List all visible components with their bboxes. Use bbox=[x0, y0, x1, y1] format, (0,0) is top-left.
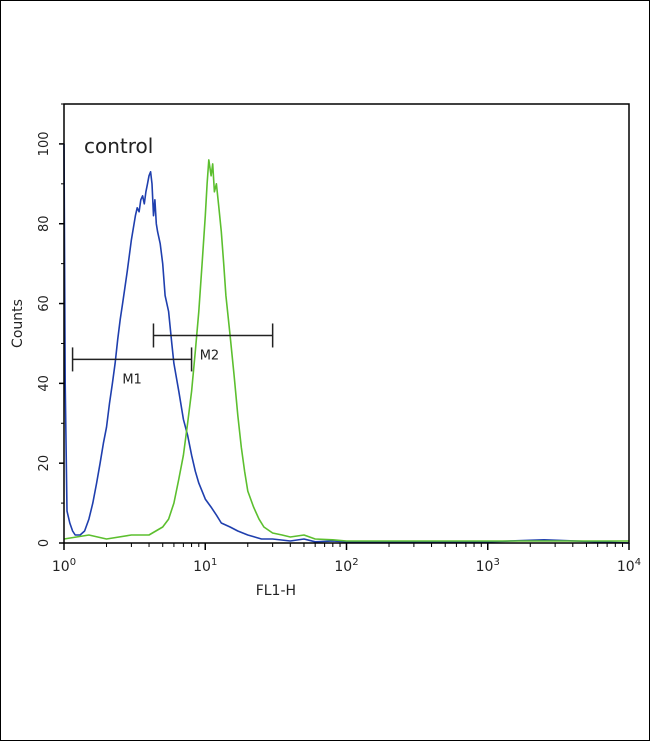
y-tick-label: 40 bbox=[37, 375, 52, 392]
x-tick-label: 103 bbox=[476, 557, 500, 575]
marker-m1: M1 bbox=[71, 347, 193, 387]
x-axis-label: FL1-H bbox=[256, 583, 296, 599]
y-tick-label: 0 bbox=[37, 539, 52, 547]
annotation-control: control bbox=[84, 134, 153, 158]
x-tick-label: 102 bbox=[334, 557, 358, 575]
marker-label: M2 bbox=[200, 348, 220, 363]
series-line-1 bbox=[63, 143, 630, 544]
marker-layer: M1 M2 bbox=[71, 323, 274, 387]
x-tick-label: 100 bbox=[52, 557, 76, 575]
plot-area bbox=[63, 103, 630, 544]
x-tick-label: 104 bbox=[617, 557, 641, 575]
axis-ticks: 0 20 40 60 80 100 100 101 102 103 104 bbox=[37, 103, 641, 575]
y-tick-label: 80 bbox=[37, 215, 52, 232]
x-tick-label: 101 bbox=[193, 557, 217, 575]
marker-m2: M2 bbox=[152, 323, 274, 363]
y-axis-label: Counts bbox=[10, 299, 26, 348]
y-tick-label: 20 bbox=[37, 455, 52, 472]
series-layer bbox=[63, 143, 630, 544]
y-tick-label: 100 bbox=[37, 131, 52, 156]
series-line-2 bbox=[63, 159, 629, 542]
marker-label: M1 bbox=[122, 372, 142, 387]
y-tick-label: 60 bbox=[37, 295, 52, 312]
